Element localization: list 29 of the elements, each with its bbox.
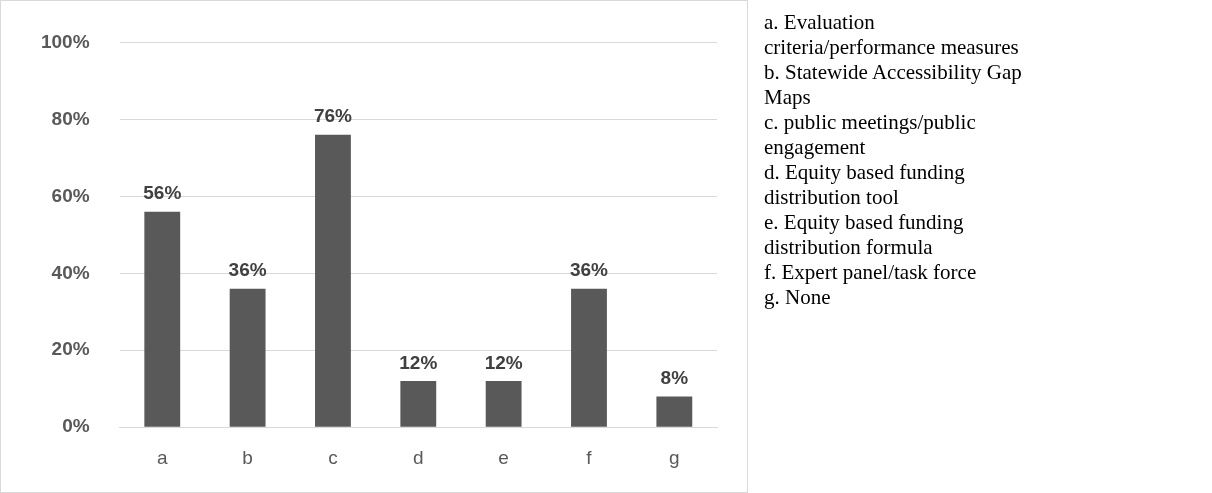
data-label: 56% xyxy=(143,182,182,204)
x-tick-label: d xyxy=(413,446,424,468)
y-tick-label: 80% xyxy=(51,107,90,129)
x-tick-label: e xyxy=(498,446,509,468)
data-label: 8% xyxy=(660,367,689,389)
bar xyxy=(144,211,181,427)
data-label: 36% xyxy=(228,259,267,281)
x-tick-label: c xyxy=(328,446,338,468)
y-tick-label: 0% xyxy=(62,415,90,437)
y-tick-label: 40% xyxy=(51,261,90,283)
text: f. Expert panel/task force xyxy=(764,260,978,285)
bar xyxy=(485,381,522,427)
data-label: 12% xyxy=(399,351,438,373)
text: g. None xyxy=(764,285,832,310)
bar xyxy=(400,381,437,427)
y-tick-label: 100% xyxy=(40,30,90,52)
bar xyxy=(656,396,693,427)
data-label: 36% xyxy=(569,259,609,281)
x-tick-label: b xyxy=(242,446,253,468)
data-label: 76% xyxy=(313,105,353,127)
bar xyxy=(571,288,607,427)
x-tick-label: a xyxy=(156,446,168,468)
data-label: 12% xyxy=(484,351,523,373)
bar xyxy=(229,288,266,427)
x-tick-label: g xyxy=(669,446,680,468)
y-tick-label: 60% xyxy=(51,184,90,206)
bar xyxy=(315,134,351,427)
y-tick-label: 20% xyxy=(51,338,90,360)
x-tick-label: f xyxy=(586,446,593,468)
